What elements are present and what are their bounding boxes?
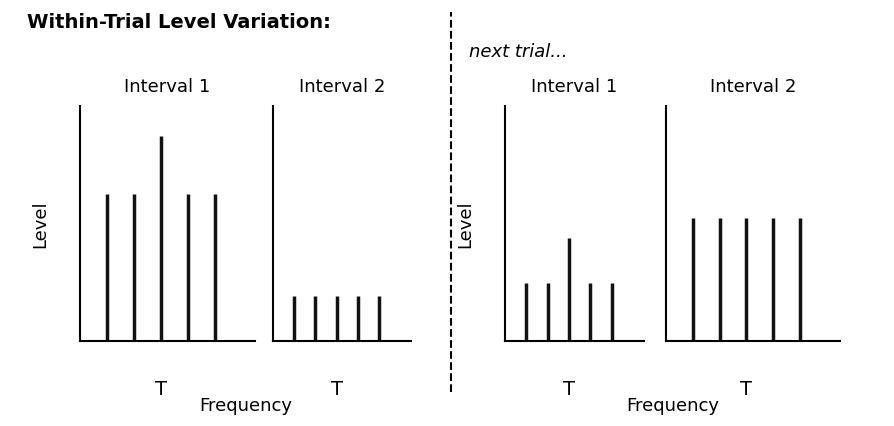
Text: Interval 2: Interval 2: [710, 78, 797, 96]
Text: Within-Trial Level Variation:: Within-Trial Level Variation:: [27, 13, 331, 32]
Text: Interval 1: Interval 1: [124, 78, 211, 96]
Text: next trial...: next trial...: [469, 43, 568, 60]
Text: Interval 1: Interval 1: [531, 78, 618, 96]
Text: Frequency: Frequency: [626, 396, 720, 414]
Text: Level: Level: [456, 200, 474, 248]
Text: T: T: [563, 380, 575, 398]
Text: Level: Level: [31, 200, 49, 248]
Text: T: T: [331, 380, 342, 398]
Text: T: T: [155, 380, 167, 398]
Text: Interval 2: Interval 2: [299, 78, 385, 96]
Text: Frequency: Frequency: [199, 396, 292, 414]
Text: T: T: [740, 380, 753, 398]
